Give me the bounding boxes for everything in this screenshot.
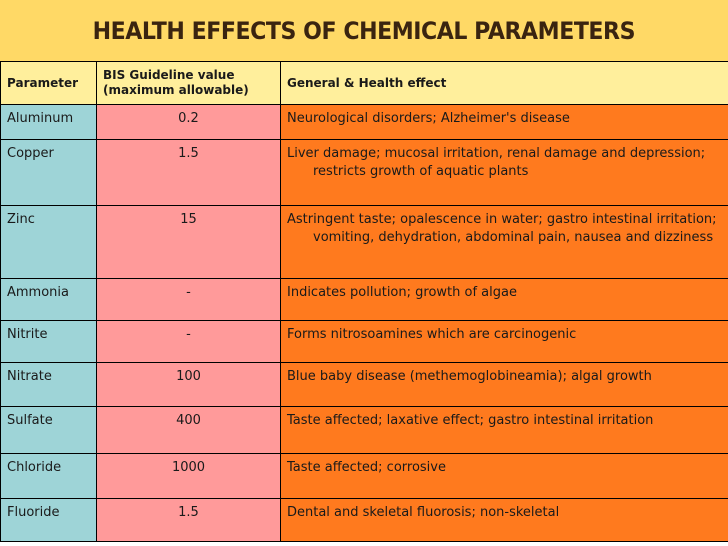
parameter-cell: Copper [0,139,97,206]
parameter-cell: Aluminum [0,104,97,140]
guideline-value-cell: 100 [96,362,281,407]
table-row: Copper 1.5 Liver damage; mucosal irritat… [0,139,728,206]
guideline-value-cell: - [96,320,281,363]
header-parameter: Parameter [0,61,97,105]
effect-text: Taste affected; laxative effect; gastro … [287,413,654,428]
parameter-cell: Zinc [0,205,97,279]
parameter-cell: Sulfate [0,406,97,454]
effect-text: Liver damage; mucosal irritation, renal … [287,146,706,179]
table-row: Sulfate 400 Taste affected; laxative eff… [0,406,728,454]
page-title: HEALTH EFFECTS OF CHEMICAL PARAMETERS [92,16,636,45]
guideline-value-cell: 400 [96,406,281,454]
table-row: Zinc 15 Astringent taste; opalescence in… [0,205,728,279]
effect-text: Neurological disorders; Alzheimer's dise… [287,111,570,126]
table-row: Ammonia - Indicates pollution; growth of… [0,278,728,321]
effect-text: Astringent taste; opalescence in water; … [287,212,717,245]
effect-cell: Dental and skeletal fluorosis; non-skele… [280,498,728,542]
effect-cell: Taste affected; laxative effect; gastro … [280,406,728,454]
table-row: Fluoride 1.5 Dental and skeletal fluoros… [0,498,728,542]
effect-text: Taste affected; corrosive [287,460,446,475]
parameter-cell: Chloride [0,453,97,499]
parameter-cell: Nitrate [0,362,97,407]
table-row: Chloride 1000 Taste affected; corrosive [0,453,728,499]
table-header-row: Parameter BIS Guideline value (maximum a… [0,61,728,105]
guideline-value-cell: 1.5 [96,139,281,206]
effect-text: Indicates pollution; growth of algae [287,285,517,300]
title-bar: HEALTH EFFECTS OF CHEMICAL PARAMETERS [0,0,728,61]
parameter-cell: Fluoride [0,498,97,542]
guideline-value-cell: - [96,278,281,321]
effect-cell: Astringent taste; opalescence in water; … [280,205,728,279]
effect-cell: Blue baby disease (methemoglobineamia); … [280,362,728,407]
header-guideline-line2: (maximum allowable) [103,83,249,97]
header-guideline: BIS Guideline value (maximum allowable) [96,61,281,105]
effect-cell: Forms nitrosoamines which are carcinogen… [280,320,728,363]
guideline-value-cell: 15 [96,205,281,279]
effect-cell: Liver damage; mucosal irritation, renal … [280,139,728,206]
table-row: Nitrate 100 Blue baby disease (methemogl… [0,362,728,407]
table-row: Aluminum 0.2 Neurological disorders; Alz… [0,104,728,140]
effect-cell: Neurological disorders; Alzheimer's dise… [280,104,728,140]
table-row: Nitrite - Forms nitrosoamines which are … [0,320,728,363]
header-guideline-line1: BIS Guideline value [103,68,235,82]
parameter-cell: Nitrite [0,320,97,363]
guideline-value-cell: 1000 [96,453,281,499]
guideline-value-cell: 0.2 [96,104,281,140]
effect-text: Forms nitrosoamines which are carcinogen… [287,327,577,342]
effect-cell: Indicates pollution; growth of algae [280,278,728,321]
parameter-cell: Ammonia [0,278,97,321]
chemical-parameters-table: Parameter BIS Guideline value (maximum a… [0,61,728,542]
effect-text: Dental and skeletal fluorosis; non-skele… [287,505,560,520]
header-effect: General & Health effect [280,61,728,105]
effect-text: Blue baby disease (methemoglobineamia); … [287,369,652,384]
effect-cell: Taste affected; corrosive [280,453,728,499]
guideline-value-cell: 1.5 [96,498,281,542]
